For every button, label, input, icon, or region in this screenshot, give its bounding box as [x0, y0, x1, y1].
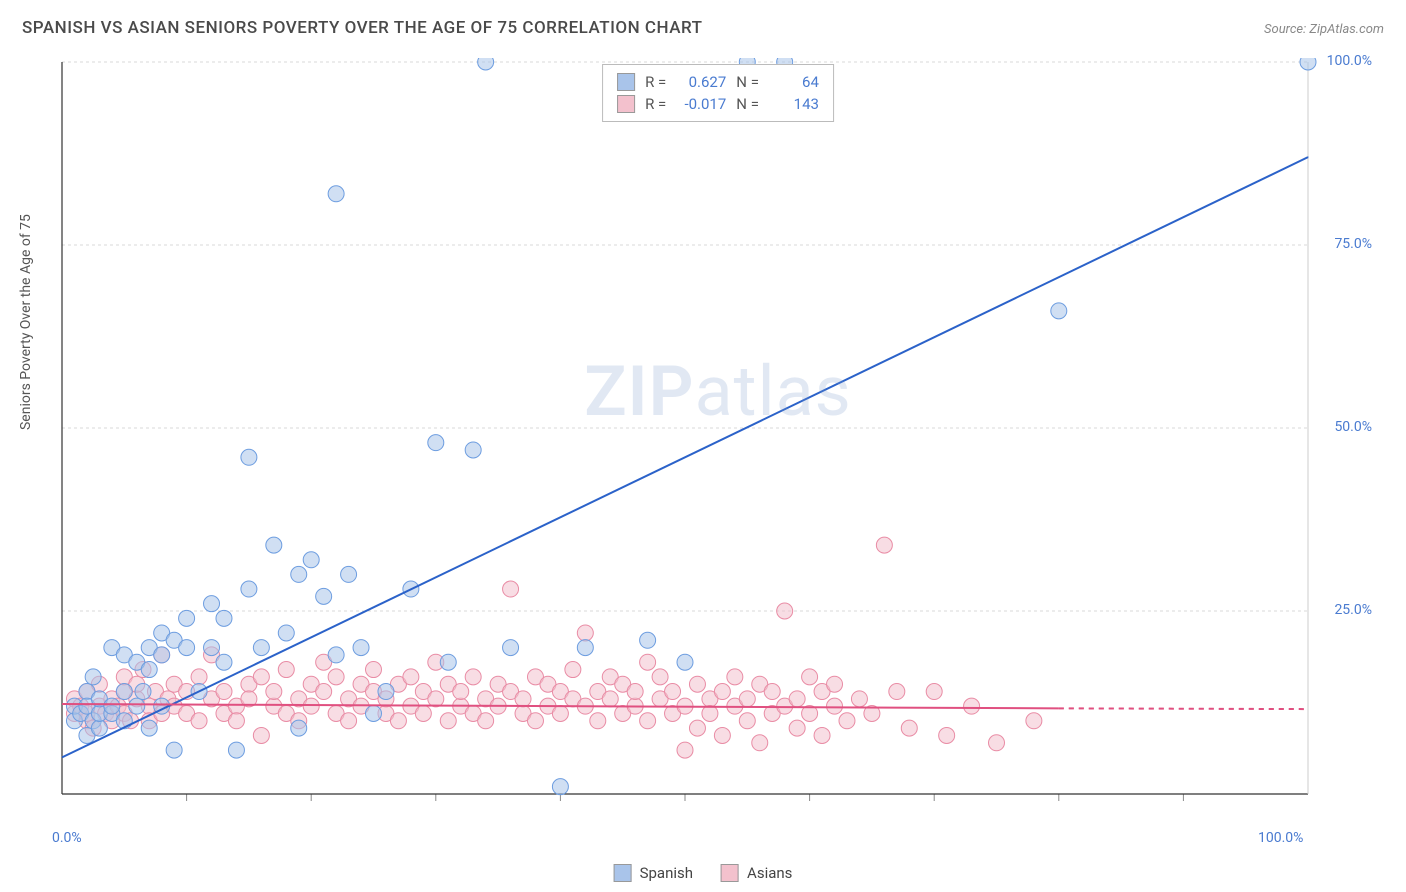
correlation-stats-box: R = 0.627 N = 64 R = -0.017 N = 143	[602, 64, 834, 122]
legend-item-asians: Asians	[721, 864, 792, 882]
stats-row-asians: R = -0.017 N = 143	[617, 93, 819, 115]
legend-swatch-spanish	[614, 864, 632, 882]
r-value-asians: -0.017	[676, 95, 726, 113]
swatch-asians	[617, 95, 635, 113]
scatter-plot	[58, 58, 1378, 818]
r-label: R =	[645, 73, 666, 91]
swatch-spanish	[617, 73, 635, 91]
r-label: R =	[645, 95, 666, 113]
n-label: N =	[736, 73, 759, 91]
r-value-spanish: 0.627	[676, 73, 726, 91]
legend-item-spanish: Spanish	[614, 864, 693, 882]
stats-row-spanish: R = 0.627 N = 64	[617, 71, 819, 93]
y-tick-label: 100.0%	[1327, 53, 1372, 69]
chart-title: SPANISH VS ASIAN SENIORS POVERTY OVER TH…	[22, 18, 703, 38]
chart-area: ZIPatlas R = 0.627 N = 64 R = -0.017 N =…	[58, 58, 1378, 818]
n-value-spanish: 64	[769, 73, 819, 91]
legend-label-spanish: Spanish	[640, 864, 693, 882]
x-tick-label: 0.0%	[52, 830, 82, 846]
x-tick-label: 100.0%	[1258, 830, 1303, 846]
y-tick-label: 25.0%	[1334, 602, 1372, 618]
y-axis-label: Seniors Poverty Over the Age of 75	[18, 214, 34, 430]
y-tick-label: 75.0%	[1334, 236, 1372, 252]
n-label: N =	[736, 95, 759, 113]
legend-label-asians: Asians	[747, 864, 792, 882]
bottom-legend: Spanish Asians	[614, 864, 793, 882]
legend-swatch-asians	[721, 864, 739, 882]
y-tick-label: 50.0%	[1334, 419, 1372, 435]
source-label: Source: ZipAtlas.com	[1264, 22, 1384, 37]
n-value-asians: 143	[769, 95, 819, 113]
